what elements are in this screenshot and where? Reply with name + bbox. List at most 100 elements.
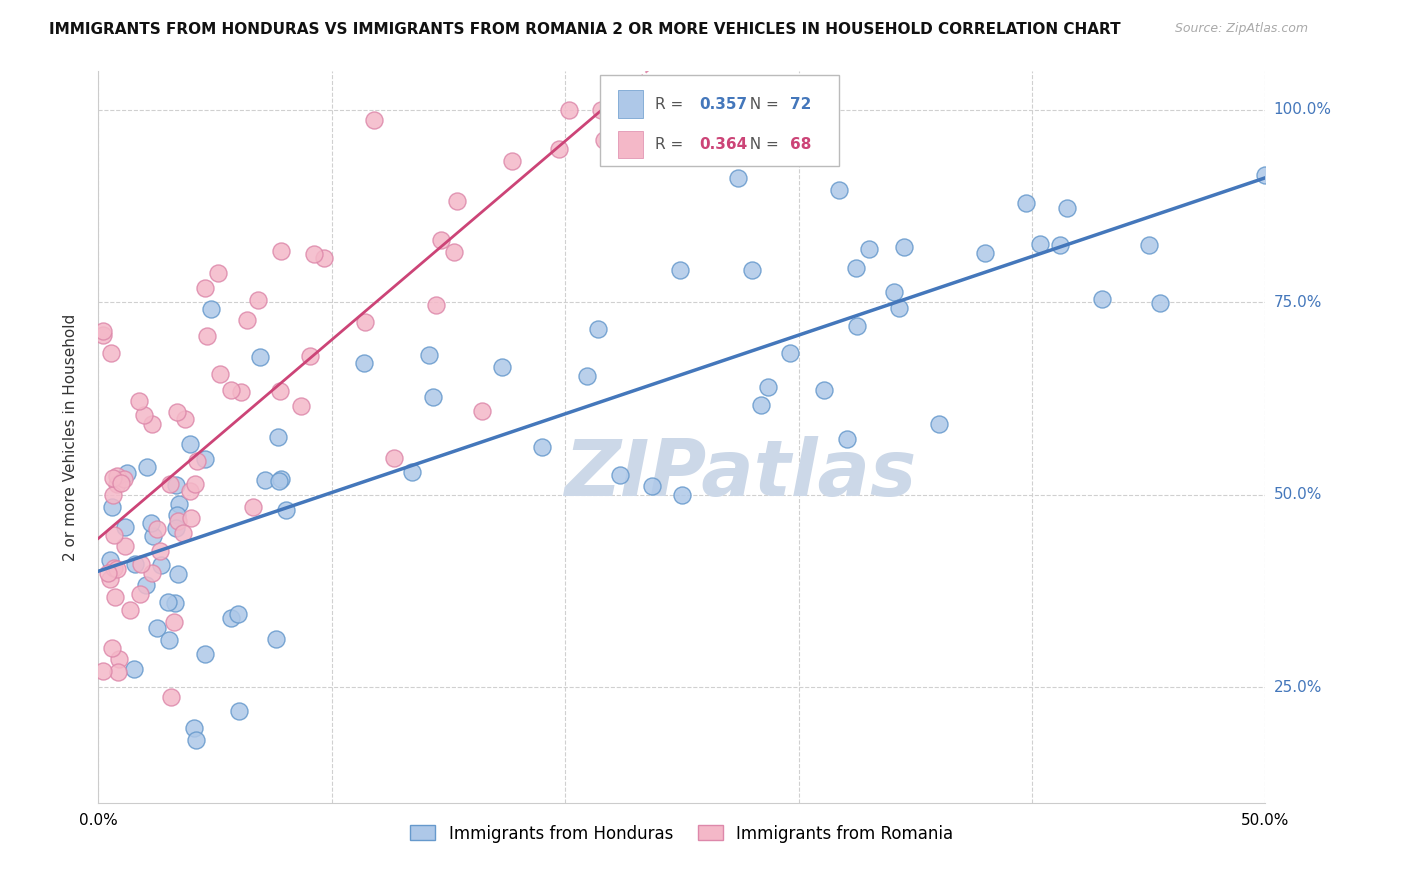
Point bbox=[269, 384, 291, 398]
Point bbox=[813, 383, 835, 397]
Point bbox=[430, 233, 453, 247]
Point bbox=[114, 520, 136, 534]
Legend: Immigrants from Honduras, Immigrants from Romania: Immigrants from Honduras, Immigrants fro… bbox=[404, 818, 960, 849]
Point bbox=[267, 430, 290, 444]
Point bbox=[363, 113, 385, 128]
Point bbox=[298, 349, 321, 363]
Point bbox=[166, 508, 188, 522]
Point bbox=[186, 454, 208, 468]
Point bbox=[209, 368, 232, 382]
Point bbox=[105, 562, 128, 576]
Point bbox=[354, 314, 377, 328]
Point bbox=[165, 478, 187, 492]
Point bbox=[207, 266, 229, 280]
Point bbox=[270, 244, 292, 258]
Point bbox=[1015, 195, 1038, 210]
Point bbox=[443, 244, 465, 259]
Point bbox=[172, 525, 194, 540]
Point bbox=[883, 285, 905, 299]
Point bbox=[221, 383, 243, 397]
Point bbox=[165, 521, 187, 535]
Point bbox=[609, 468, 631, 483]
Point bbox=[167, 567, 190, 582]
Point bbox=[491, 360, 513, 375]
Point bbox=[141, 417, 163, 431]
Text: R =: R = bbox=[655, 137, 688, 152]
Point bbox=[148, 544, 170, 558]
Point bbox=[100, 346, 122, 360]
Text: ZIPatlas: ZIPatlas bbox=[564, 435, 917, 512]
Point bbox=[1028, 236, 1050, 251]
Point bbox=[114, 539, 136, 553]
Point bbox=[592, 133, 614, 147]
Point bbox=[103, 528, 125, 542]
Point bbox=[302, 247, 325, 261]
Text: Source: ZipAtlas.com: Source: ZipAtlas.com bbox=[1174, 22, 1308, 36]
Point bbox=[179, 483, 201, 498]
Point bbox=[235, 313, 257, 327]
Point bbox=[160, 690, 183, 704]
Point bbox=[142, 529, 165, 543]
Point bbox=[139, 516, 162, 530]
Point bbox=[180, 511, 202, 525]
Point bbox=[845, 318, 868, 333]
FancyBboxPatch shape bbox=[600, 75, 839, 167]
Point bbox=[97, 566, 120, 580]
Point bbox=[471, 404, 494, 418]
Point bbox=[1137, 237, 1160, 252]
Point bbox=[165, 596, 187, 610]
Point bbox=[183, 721, 205, 735]
Point bbox=[200, 301, 222, 316]
Point bbox=[174, 412, 197, 426]
Point bbox=[974, 246, 997, 260]
Text: 0.357: 0.357 bbox=[699, 96, 748, 112]
Point bbox=[91, 328, 114, 343]
FancyBboxPatch shape bbox=[617, 130, 644, 159]
Point bbox=[98, 552, 121, 566]
Point bbox=[129, 557, 152, 571]
Point bbox=[219, 611, 242, 625]
Point bbox=[101, 500, 124, 514]
Point bbox=[290, 400, 312, 414]
Point bbox=[312, 252, 335, 266]
Point bbox=[727, 170, 749, 185]
Point bbox=[231, 385, 253, 400]
Point bbox=[1049, 238, 1071, 252]
Point bbox=[254, 473, 277, 487]
FancyBboxPatch shape bbox=[617, 90, 644, 118]
Point bbox=[101, 471, 124, 485]
Point bbox=[226, 607, 249, 622]
Text: 25.0%: 25.0% bbox=[1274, 680, 1322, 695]
Point bbox=[669, 263, 692, 277]
Text: 72: 72 bbox=[790, 96, 811, 112]
Point bbox=[671, 488, 693, 502]
Point bbox=[146, 621, 169, 635]
Point bbox=[107, 665, 129, 679]
Point bbox=[893, 240, 915, 254]
Point bbox=[887, 301, 910, 315]
Point bbox=[228, 704, 250, 718]
Point bbox=[845, 261, 868, 276]
Point bbox=[98, 572, 121, 586]
Point bbox=[928, 417, 950, 431]
Point bbox=[167, 497, 190, 511]
Point bbox=[749, 398, 772, 412]
Point bbox=[1149, 295, 1171, 310]
Point bbox=[531, 441, 554, 455]
Point bbox=[835, 432, 858, 446]
Point bbox=[150, 558, 173, 572]
Point bbox=[1056, 202, 1078, 216]
Point bbox=[401, 465, 423, 479]
Point bbox=[105, 468, 128, 483]
Point bbox=[129, 586, 152, 600]
Point bbox=[195, 329, 218, 343]
Point bbox=[588, 322, 610, 336]
Text: N =: N = bbox=[741, 96, 785, 112]
Point bbox=[558, 103, 581, 117]
Text: 68: 68 bbox=[790, 137, 811, 152]
Point bbox=[425, 297, 447, 311]
Point bbox=[124, 662, 146, 676]
Point bbox=[91, 324, 114, 338]
Point bbox=[756, 379, 779, 393]
Point bbox=[132, 408, 155, 422]
